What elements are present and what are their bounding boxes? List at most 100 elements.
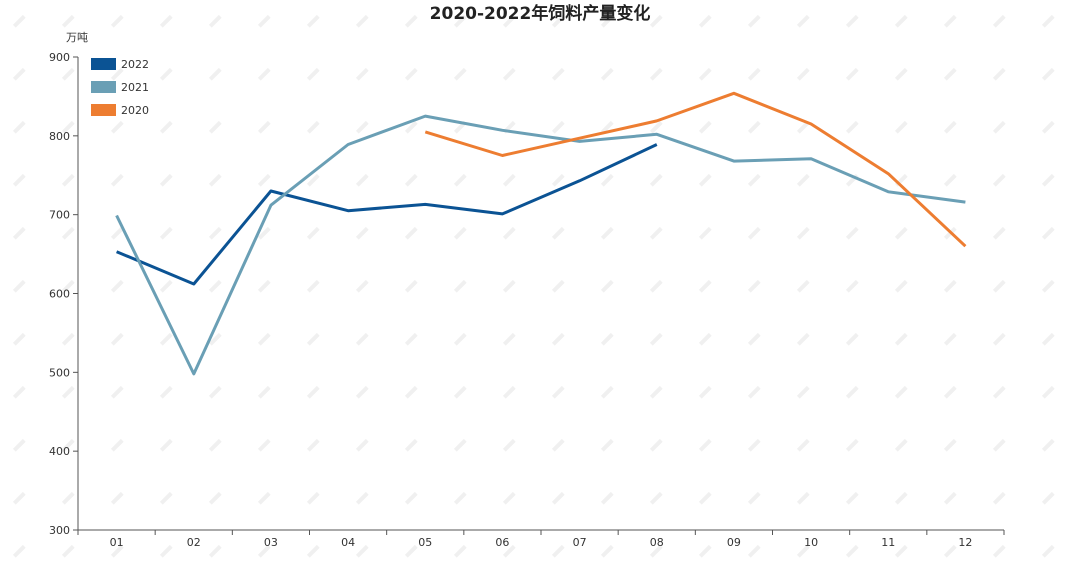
watermark-mark bbox=[796, 14, 810, 28]
watermark-mark bbox=[845, 67, 859, 81]
watermark-mark bbox=[600, 332, 614, 346]
watermark-mark bbox=[698, 14, 712, 28]
watermark-mark bbox=[257, 279, 271, 293]
watermark-mark bbox=[355, 385, 369, 399]
watermark-mark bbox=[649, 279, 663, 293]
watermark-mark bbox=[502, 279, 516, 293]
watermark-mark bbox=[551, 385, 565, 399]
watermark-mark bbox=[257, 332, 271, 346]
watermark-mark bbox=[845, 14, 859, 28]
watermark-mark bbox=[355, 173, 369, 187]
watermark-mark bbox=[943, 332, 957, 346]
watermark-mark bbox=[845, 438, 859, 452]
y-tick-label: 800 bbox=[49, 130, 70, 143]
watermark-mark bbox=[992, 544, 1006, 558]
x-tick-label: 07 bbox=[573, 536, 587, 549]
watermark-mark bbox=[355, 332, 369, 346]
series-line-2020 bbox=[424, 91, 967, 248]
watermark-mark bbox=[12, 173, 26, 187]
watermark-mark bbox=[649, 491, 663, 505]
watermark-mark bbox=[992, 14, 1006, 28]
watermark-mark bbox=[551, 438, 565, 452]
watermark-mark bbox=[698, 544, 712, 558]
watermark-mark bbox=[551, 226, 565, 240]
watermark-mark bbox=[404, 120, 418, 134]
watermark-mark bbox=[698, 385, 712, 399]
watermark-mark bbox=[110, 332, 124, 346]
x-tick-label: 01 bbox=[110, 536, 124, 549]
watermark-mark bbox=[159, 385, 173, 399]
watermark-mark bbox=[992, 438, 1006, 452]
watermark-mark bbox=[894, 385, 908, 399]
legend-swatch-2020 bbox=[91, 104, 116, 116]
watermark-mark bbox=[453, 226, 467, 240]
watermark-mark bbox=[649, 544, 663, 558]
watermark-mark bbox=[845, 332, 859, 346]
watermark-mark bbox=[404, 14, 418, 28]
watermark-mark bbox=[796, 120, 810, 134]
watermark-mark bbox=[453, 438, 467, 452]
watermark-mark bbox=[796, 226, 810, 240]
watermark-mark bbox=[649, 14, 663, 28]
watermark-layer bbox=[12, 14, 1055, 558]
watermark-mark bbox=[1041, 332, 1055, 346]
watermark-mark bbox=[1041, 120, 1055, 134]
watermark-mark bbox=[355, 544, 369, 558]
watermark-mark bbox=[845, 279, 859, 293]
watermark-mark bbox=[12, 14, 26, 28]
watermark-mark bbox=[649, 120, 663, 134]
watermark-mark bbox=[110, 14, 124, 28]
watermark-mark bbox=[306, 120, 320, 134]
watermark-mark bbox=[257, 226, 271, 240]
watermark-mark bbox=[845, 120, 859, 134]
chart-title: 2020-2022年饲料产量变化 bbox=[430, 3, 651, 24]
watermark-mark bbox=[992, 173, 1006, 187]
watermark-mark bbox=[453, 14, 467, 28]
watermark-mark bbox=[1041, 226, 1055, 240]
watermark-mark bbox=[61, 438, 75, 452]
watermark-mark bbox=[110, 173, 124, 187]
watermark-mark bbox=[943, 544, 957, 558]
watermark-mark bbox=[943, 385, 957, 399]
watermark-mark bbox=[208, 14, 222, 28]
watermark-mark bbox=[502, 385, 516, 399]
watermark-mark bbox=[453, 544, 467, 558]
watermark-mark bbox=[257, 544, 271, 558]
watermark-mark bbox=[551, 120, 565, 134]
watermark-mark bbox=[600, 544, 614, 558]
x-tick-label: 11 bbox=[881, 536, 895, 549]
y-axis-ticks: 300 400 500 600 700 800 900 bbox=[49, 51, 78, 537]
watermark-mark bbox=[110, 491, 124, 505]
watermark-mark bbox=[208, 67, 222, 81]
watermark-mark bbox=[796, 544, 810, 558]
watermark-mark bbox=[502, 173, 516, 187]
watermark-mark bbox=[992, 279, 1006, 293]
watermark-mark bbox=[257, 67, 271, 81]
x-tick-label: 08 bbox=[650, 536, 664, 549]
watermark-mark bbox=[306, 332, 320, 346]
watermark-mark bbox=[61, 544, 75, 558]
watermark-mark bbox=[355, 491, 369, 505]
watermark-mark bbox=[12, 491, 26, 505]
watermark-mark bbox=[943, 14, 957, 28]
watermark-mark bbox=[404, 67, 418, 81]
watermark-mark bbox=[747, 14, 761, 28]
watermark-mark bbox=[208, 332, 222, 346]
watermark-mark bbox=[355, 279, 369, 293]
watermark-mark bbox=[894, 226, 908, 240]
watermark-mark bbox=[551, 544, 565, 558]
watermark-mark bbox=[159, 67, 173, 81]
watermark-mark bbox=[1041, 544, 1055, 558]
watermark-mark bbox=[355, 14, 369, 28]
watermark-mark bbox=[159, 226, 173, 240]
series-line-2022 bbox=[116, 143, 658, 286]
watermark-mark bbox=[894, 491, 908, 505]
watermark-mark bbox=[845, 226, 859, 240]
watermark-mark bbox=[551, 332, 565, 346]
watermark-mark bbox=[649, 385, 663, 399]
watermark-mark bbox=[992, 491, 1006, 505]
watermark-mark bbox=[61, 67, 75, 81]
watermark-mark bbox=[453, 279, 467, 293]
watermark-mark bbox=[502, 438, 516, 452]
watermark-mark bbox=[698, 173, 712, 187]
